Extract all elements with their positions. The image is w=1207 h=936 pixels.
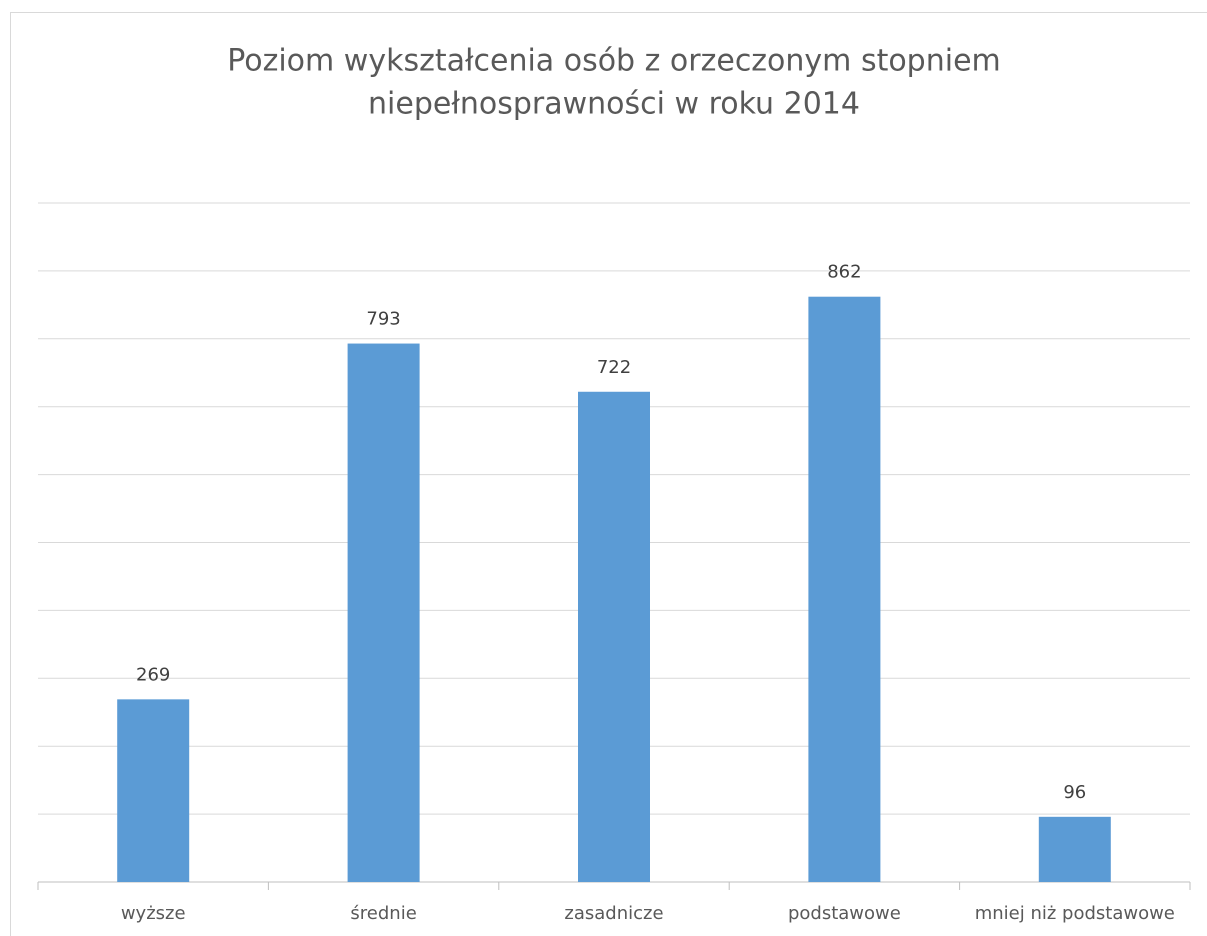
x-tick-label: wyższe: [121, 903, 186, 924]
x-tick-label: mniej niż podstawowe: [975, 903, 1175, 924]
data-label: 269: [136, 664, 170, 685]
bar: [1038, 816, 1111, 882]
chart-title: niepełnosprawności w roku 2014: [368, 87, 860, 122]
data-label: 96: [1063, 782, 1086, 803]
x-tick-label: średnie: [350, 903, 416, 924]
bar: [347, 343, 420, 883]
x-tick-label: podstawowe: [788, 903, 901, 924]
x-tick-label: zasadnicze: [564, 903, 663, 924]
bar: [578, 391, 650, 882]
data-label: 793: [366, 309, 400, 330]
data-label: 722: [597, 357, 631, 378]
data-label: 862: [827, 262, 861, 283]
bar: [117, 699, 190, 882]
chart-title: Poziom wykształcenia osób z orzeczonym s…: [227, 44, 1001, 79]
bar: [808, 296, 881, 882]
